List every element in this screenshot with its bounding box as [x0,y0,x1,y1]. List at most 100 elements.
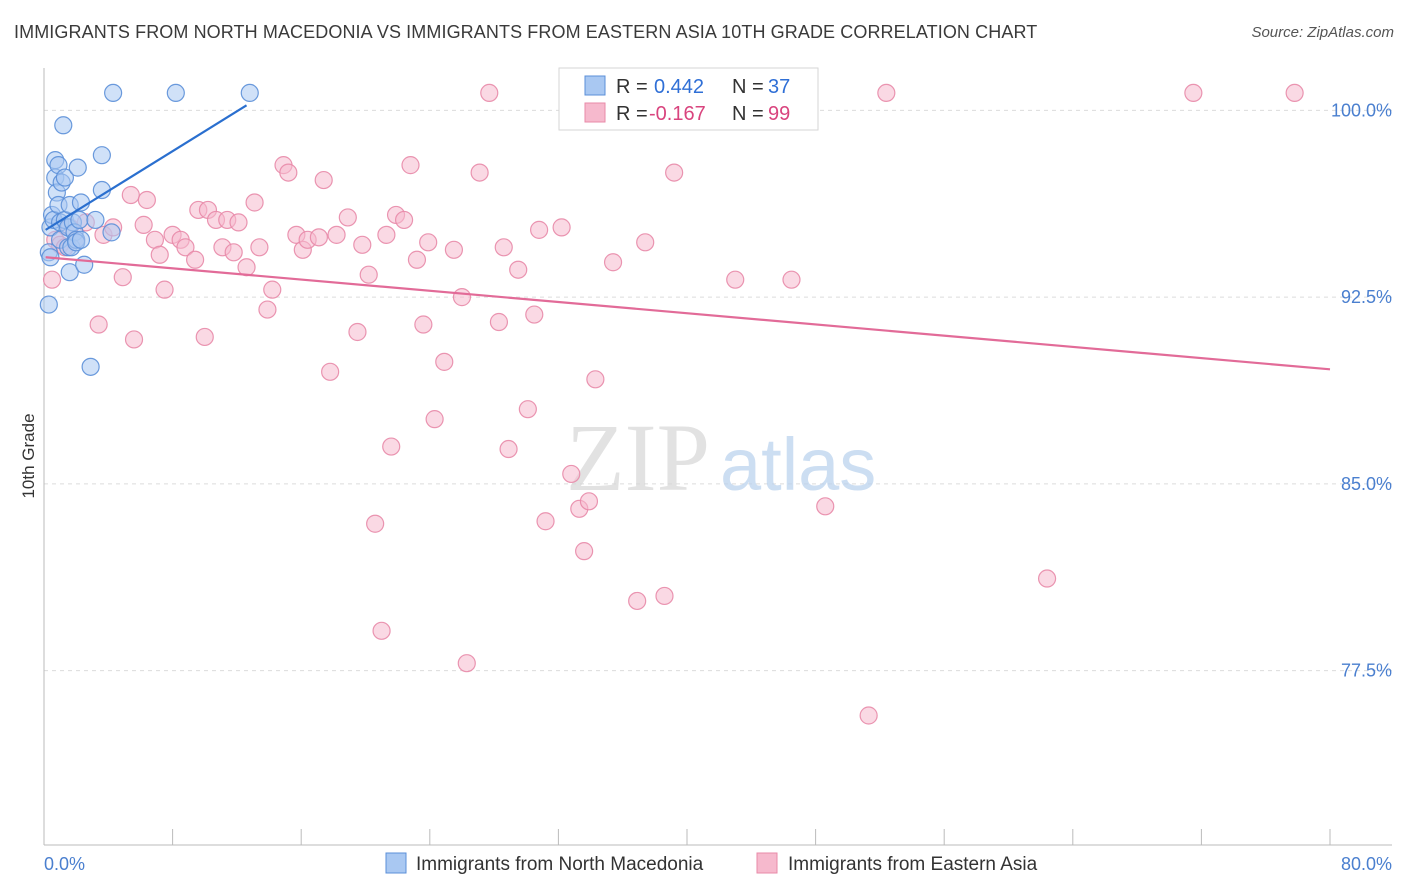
x-tick-label-max: 80.0% [1341,854,1392,874]
point-eastern-asia [552,218,571,237]
point-eastern-asia [562,464,581,484]
axes [43,68,1392,846]
trendline-eastern-asia [45,256,1331,371]
point-eastern-asia [195,327,214,347]
point-north-macedonia [71,230,91,249]
point-eastern-asia [134,215,153,234]
point-eastern-asia [859,706,878,725]
point-eastern-asia [155,280,174,299]
point-eastern-asia [124,330,144,349]
bottom-legend-swatch-pink [756,852,778,874]
point-eastern-asia [359,265,378,284]
point-north-macedonia [166,83,185,103]
legend-n-value-blue: 37 [768,76,790,98]
point-eastern-asia [224,243,243,262]
legend-swatch-blue [584,75,606,96]
point-eastern-asia [1184,83,1203,103]
point-eastern-asia [407,250,427,269]
point-eastern-asia [338,208,357,227]
point-eastern-asia [489,312,509,332]
point-eastern-asia [245,193,264,212]
point-eastern-asia [414,315,433,334]
point-north-macedonia [54,116,73,135]
y-tick-labels: 77.5% 85.0% 92.5% 100.0% [1331,100,1392,680]
point-eastern-asia [348,322,367,342]
point-eastern-asia [470,163,489,182]
point-eastern-asia [435,352,454,371]
y-tick-label: 100.0% [1331,100,1392,120]
point-eastern-asia [176,238,195,257]
legend-n-label-blue: N = [732,76,769,98]
point-eastern-asia [480,83,499,103]
trendlines [45,104,1331,371]
point-north-macedonia [102,223,121,242]
watermark-atlas: atlas [720,423,876,506]
point-eastern-asia [525,305,544,324]
point-eastern-asia [150,245,169,264]
point-eastern-asia [258,300,277,319]
series-eastern-asia [42,83,1304,725]
point-north-macedonia [75,255,94,274]
point-eastern-asia [877,83,896,103]
bottom-legend-label-pink: Immigrants from Eastern Asia [788,854,1038,875]
point-north-macedonia [86,210,105,230]
y-tick-label: 92.5% [1341,287,1392,307]
legend-r-value-blue: 0.442 [654,76,704,98]
point-eastern-asia [137,190,156,210]
point-eastern-asia [121,185,140,205]
point-eastern-asia [499,439,518,459]
point-eastern-asia [382,437,401,456]
point-north-macedonia [81,357,100,376]
point-eastern-asia [229,213,248,232]
bottom-legend: Immigrants from North Macedonia Immigran… [385,852,1038,875]
point-eastern-asia [353,235,372,254]
gridlines [44,109,1392,672]
point-eastern-asia [1037,569,1057,588]
point-eastern-asia [509,260,528,279]
point-eastern-asia [530,220,549,239]
point-eastern-asia [1285,83,1304,103]
point-eastern-asia [579,492,599,511]
point-eastern-asia [586,370,605,389]
point-eastern-asia [425,410,444,429]
point-eastern-asia [401,156,420,175]
point-eastern-asia [575,542,594,561]
point-eastern-asia [279,163,298,182]
point-eastern-asia [309,228,328,247]
chart-source: Source: ZipAtlas.com [1251,24,1394,41]
point-eastern-asia [665,163,684,182]
point-north-macedonia [104,83,123,103]
trendline-north-macedonia [45,104,248,231]
point-eastern-asia [186,250,205,269]
legend-r-label-pink: R = [616,103,653,125]
point-eastern-asia [250,238,269,257]
bottom-legend-swatch-blue [385,852,407,874]
point-north-macedonia [70,210,89,230]
point-eastern-asia [366,514,385,533]
legend-n-label-pink: N = [732,103,769,125]
bottom-legend-label-blue: Immigrants from North Macedonia [416,854,704,875]
point-eastern-asia [419,233,438,252]
point-north-macedonia [55,168,74,187]
x-tick-label-min: 0.0% [44,854,85,874]
legend-swatch-pink [584,102,606,123]
chart-title: IMMIGRANTS FROM NORTH MACEDONIA VS IMMIG… [14,22,1038,42]
point-eastern-asia [603,253,623,272]
point-eastern-asia [494,238,513,257]
y-tick-label: 85.0% [1341,474,1392,494]
point-eastern-asia [518,400,537,419]
point-north-macedonia [240,83,259,103]
point-eastern-asia [726,270,745,289]
legend-n-value-pink: 99 [768,103,790,125]
point-eastern-asia [377,225,396,244]
point-eastern-asia [394,210,414,230]
x-ticks [172,829,1331,845]
point-eastern-asia [782,270,801,289]
point-eastern-asia [89,315,108,334]
point-eastern-asia [113,268,132,287]
point-eastern-asia [372,621,391,640]
point-eastern-asia [452,288,472,307]
legend-r-value-pink: -0.167 [649,103,706,125]
point-eastern-asia [321,362,340,381]
